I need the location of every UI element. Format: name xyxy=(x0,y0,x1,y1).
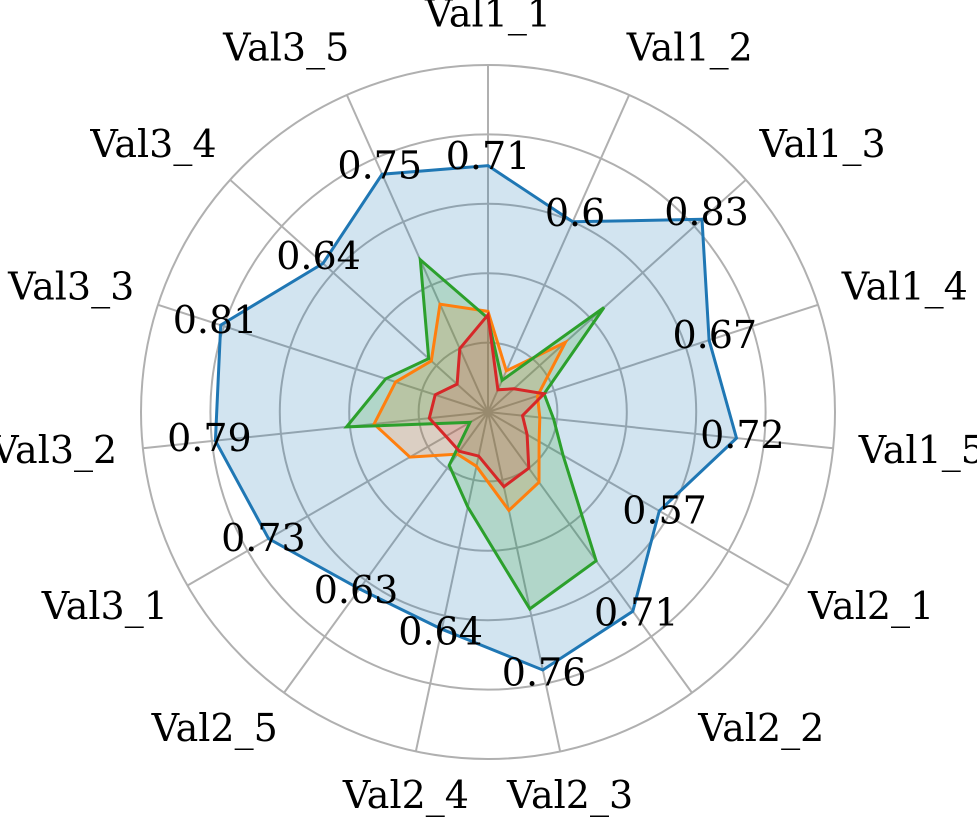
category-label: Val3_4 xyxy=(89,122,216,167)
grid-ring xyxy=(348,272,628,552)
spoke-line xyxy=(186,411,489,587)
data-label: 0.71 xyxy=(446,134,531,178)
category-label: Val2_4 xyxy=(342,773,469,818)
spoke-line xyxy=(487,94,631,413)
category-label: Val2_1 xyxy=(807,584,934,629)
data-label: 0.71 xyxy=(594,591,679,635)
spoke-line xyxy=(487,411,693,694)
data-label: 0.72 xyxy=(700,413,785,457)
spoke-line xyxy=(229,179,489,413)
data-label: 0.83 xyxy=(664,190,749,234)
series-layer xyxy=(213,164,739,672)
category-label: Val2_2 xyxy=(697,706,824,751)
data-label: 0.76 xyxy=(502,650,587,694)
spoke-line xyxy=(414,411,489,752)
outer-ring xyxy=(140,64,836,760)
grid-ring xyxy=(278,202,698,622)
spoke-line xyxy=(345,94,489,413)
grid-ring xyxy=(209,133,767,691)
data-label: 0.67 xyxy=(672,313,757,357)
spoke-line xyxy=(487,411,834,450)
category-label: Val1_1 xyxy=(424,0,551,37)
data-label: 0.63 xyxy=(314,568,399,612)
data-label: 0.73 xyxy=(221,516,306,560)
data-label: 0.81 xyxy=(173,298,258,342)
series-4-line xyxy=(427,311,548,489)
category-label: Val2_3 xyxy=(506,773,633,818)
category-label: Val3_3 xyxy=(7,264,134,309)
category-label: Val2_5 xyxy=(151,706,278,751)
spoke-line xyxy=(487,411,562,752)
category-label: Val1_3 xyxy=(759,122,886,167)
data-label: 0.64 xyxy=(398,610,483,654)
category-label: Val3_1 xyxy=(41,584,168,629)
category-label: Val1_5 xyxy=(858,428,977,473)
spoke-line xyxy=(157,303,489,413)
category-label: Val1_4 xyxy=(841,264,968,309)
series-2-area xyxy=(374,304,566,511)
series-2-line xyxy=(372,302,569,513)
data-label: 0.79 xyxy=(167,416,252,460)
data-label: 0.75 xyxy=(337,143,422,187)
series-3-line xyxy=(343,256,606,612)
category-label: Val3_5 xyxy=(222,26,349,71)
series-1-area xyxy=(215,165,737,670)
category-label: Val1_2 xyxy=(626,26,753,71)
data-label: 0.6 xyxy=(545,191,605,235)
data-label: 0.64 xyxy=(276,234,361,278)
series-3-area xyxy=(346,259,604,609)
category-label: Val3_2 xyxy=(0,428,117,473)
series-1-line xyxy=(213,164,739,672)
data-label: 0.57 xyxy=(622,488,707,532)
